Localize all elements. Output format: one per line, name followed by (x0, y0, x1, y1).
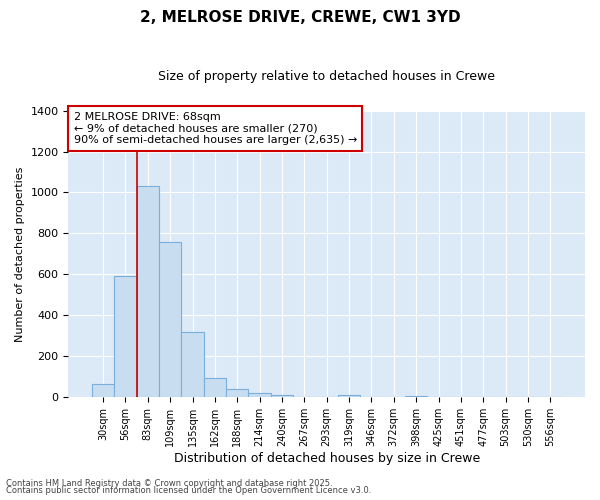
Bar (159, 242, 181, 398)
Bar (114, 276, 137, 398)
Text: 2 MELROSE DRIVE: 68sqm
← 9% of detached houses are smaller (270)
90% of semi-det: 2 MELROSE DRIVE: 68sqm ← 9% of detached … (74, 112, 357, 145)
Text: 2, MELROSE DRIVE, CREWE, CW1 3YD: 2, MELROSE DRIVE, CREWE, CW1 3YD (140, 10, 460, 25)
Bar (338, 396, 360, 398)
Bar (271, 396, 293, 398)
Bar (226, 389, 248, 398)
Bar (248, 394, 271, 398)
Text: Contains public sector information licensed under the Open Government Licence v3: Contains public sector information licen… (6, 486, 371, 495)
X-axis label: Distribution of detached houses by size in Crewe: Distribution of detached houses by size … (173, 452, 480, 465)
Title: Size of property relative to detached houses in Crewe: Size of property relative to detached ho… (158, 70, 495, 83)
Bar (92, 384, 114, 398)
Bar (204, 378, 226, 398)
Bar (405, 396, 427, 398)
Y-axis label: Number of detached properties: Number of detached properties (15, 166, 25, 342)
Text: Contains HM Land Registry data © Crown copyright and database right 2025.: Contains HM Land Registry data © Crown c… (6, 478, 332, 488)
Bar (181, 332, 204, 398)
Bar (137, 186, 159, 398)
